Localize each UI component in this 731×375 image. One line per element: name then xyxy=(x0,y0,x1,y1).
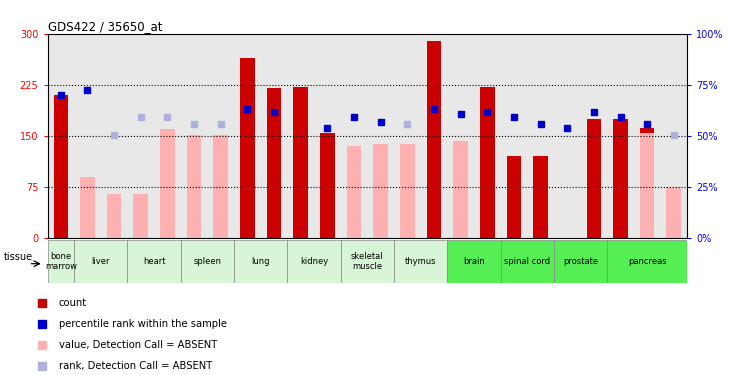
Bar xyxy=(607,34,634,238)
Bar xyxy=(74,240,127,283)
Text: brain: brain xyxy=(463,257,485,266)
Text: percentile rank within the sample: percentile rank within the sample xyxy=(58,319,227,329)
Bar xyxy=(48,240,74,283)
Bar xyxy=(507,156,521,238)
Bar xyxy=(267,88,281,238)
Bar xyxy=(127,34,154,238)
Bar xyxy=(420,34,447,238)
Text: tissue: tissue xyxy=(4,252,33,262)
Bar xyxy=(154,34,181,238)
Bar xyxy=(533,156,548,238)
Bar xyxy=(640,132,654,238)
Bar xyxy=(501,34,527,238)
Text: pancreas: pancreas xyxy=(628,257,667,266)
Bar xyxy=(661,34,687,238)
Text: liver: liver xyxy=(91,257,110,266)
Text: lung: lung xyxy=(251,257,270,266)
Bar xyxy=(48,34,74,238)
Bar xyxy=(394,34,420,238)
Bar xyxy=(127,240,181,283)
Bar xyxy=(394,240,447,283)
Bar xyxy=(80,177,95,238)
Bar xyxy=(213,135,228,238)
Bar xyxy=(234,240,287,283)
Bar xyxy=(374,144,388,238)
Bar xyxy=(367,34,394,238)
Bar xyxy=(474,34,501,238)
Text: kidney: kidney xyxy=(300,257,328,266)
Bar xyxy=(586,119,601,238)
Bar xyxy=(287,240,341,283)
Bar xyxy=(554,34,580,238)
Bar xyxy=(134,194,148,238)
Bar xyxy=(293,87,308,238)
Text: bone
marrow: bone marrow xyxy=(45,252,77,271)
Text: prostate: prostate xyxy=(563,257,598,266)
Bar xyxy=(341,34,368,238)
Bar xyxy=(527,34,554,238)
Bar xyxy=(667,187,681,238)
Text: rank, Detection Call = ABSENT: rank, Detection Call = ABSENT xyxy=(58,361,212,371)
Bar xyxy=(53,95,68,238)
Bar xyxy=(640,128,654,238)
Text: spleen: spleen xyxy=(194,257,221,266)
Bar xyxy=(447,240,501,283)
Bar xyxy=(613,119,628,238)
Bar xyxy=(287,34,314,238)
Text: spinal cord: spinal cord xyxy=(504,257,550,266)
Bar xyxy=(320,132,335,238)
Bar xyxy=(240,58,254,238)
Bar xyxy=(427,40,442,238)
Text: thymus: thymus xyxy=(405,257,436,266)
Bar xyxy=(261,34,287,238)
Bar xyxy=(447,34,474,238)
Bar xyxy=(74,34,101,238)
Bar xyxy=(501,240,554,283)
Text: skeletal
muscle: skeletal muscle xyxy=(351,252,384,271)
Bar xyxy=(341,240,394,283)
Bar xyxy=(234,34,261,238)
Bar xyxy=(580,34,607,238)
Bar xyxy=(607,240,687,283)
Bar xyxy=(107,194,121,238)
Bar xyxy=(480,87,495,238)
Bar xyxy=(346,146,361,238)
Text: value, Detection Call = ABSENT: value, Detection Call = ABSENT xyxy=(58,340,217,350)
Bar xyxy=(181,34,208,238)
Bar xyxy=(181,240,234,283)
Bar xyxy=(208,34,234,238)
Bar xyxy=(186,135,202,238)
Bar xyxy=(400,144,414,238)
Bar xyxy=(101,34,127,238)
Text: GDS422 / 35650_at: GDS422 / 35650_at xyxy=(48,20,162,33)
Bar xyxy=(160,129,175,238)
Text: count: count xyxy=(58,298,87,308)
Bar xyxy=(634,34,661,238)
Bar xyxy=(314,34,341,238)
Bar xyxy=(554,240,607,283)
Text: heart: heart xyxy=(143,257,165,266)
Bar xyxy=(453,141,468,238)
